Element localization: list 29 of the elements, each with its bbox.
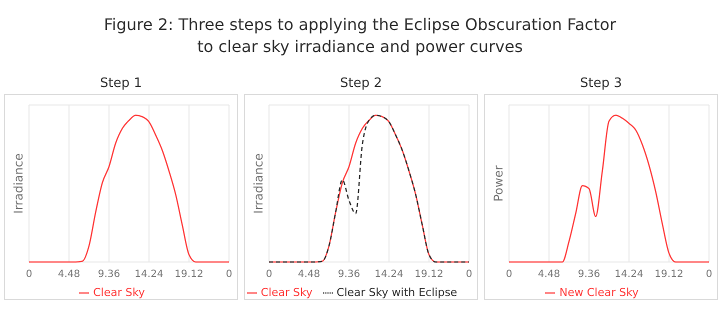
y-axis-title: Power <box>491 165 506 202</box>
x-tick-label: 9.36 <box>578 269 600 280</box>
y-axis-title: Irradiance <box>251 153 266 214</box>
x-tick-label: 9.36 <box>98 269 120 280</box>
x-tick-label: 9.36 <box>338 269 360 280</box>
x-tick-label: 0 <box>706 269 712 280</box>
legend-label: Clear Sky <box>93 286 145 299</box>
legend-label: Clear Sky with Eclipse <box>336 286 458 299</box>
x-tick-label: 0 <box>266 269 272 280</box>
x-tick-label: 19.12 <box>174 269 204 280</box>
x-tick-label: 0 <box>506 269 512 280</box>
chart-subtitle: Step 3 <box>578 76 623 93</box>
chart-subtitle: Step 1 <box>98 76 143 93</box>
x-tick-label: 4.48 <box>298 269 320 280</box>
x-tick-label: 4.48 <box>58 269 80 280</box>
x-tick-label: 0 <box>26 269 32 280</box>
x-tick-label: 0 <box>226 269 232 280</box>
x-tick-label: 4.48 <box>538 269 560 280</box>
x-tick-label: 14.24 <box>134 269 164 280</box>
x-tick-label: 19.12 <box>654 269 684 280</box>
x-tick-label: 14.24 <box>614 269 644 280</box>
chart-subtitle: Step 2 <box>338 76 383 93</box>
text: Figure 2: Three steps to applying the Eclipse Obscuration Factor to clear sky irradiance and power curves <box>102 14 618 58</box>
x-tick-label: 14.24 <box>374 269 404 280</box>
legend-label: New Clear Sky <box>559 286 639 299</box>
x-tick-label: 19.12 <box>414 269 444 280</box>
y-axis-title: Irradiance <box>11 153 26 214</box>
legend-label: Clear Sky <box>260 286 313 299</box>
x-tick-label: 0 <box>466 269 472 280</box>
